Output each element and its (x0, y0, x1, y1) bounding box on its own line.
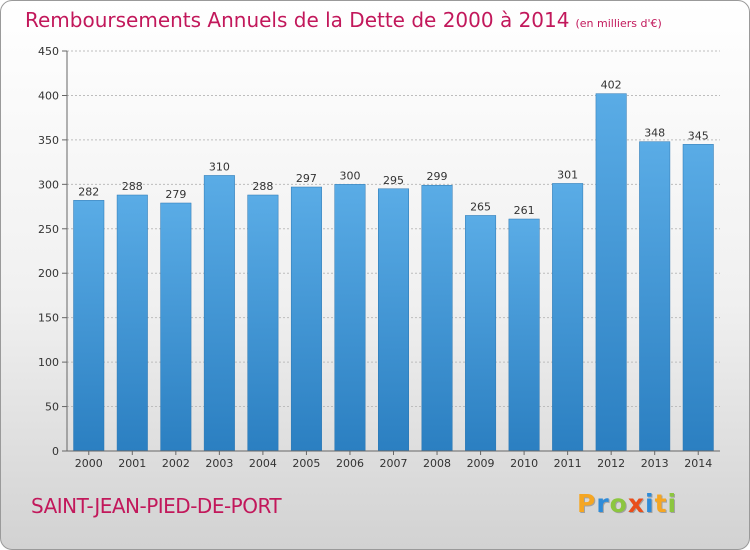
data-label-2003: 310 (209, 160, 230, 173)
y-tick-label: 250 (38, 223, 59, 236)
logo-letter: t (654, 489, 668, 518)
x-tick-label-2008: 2008 (423, 457, 451, 470)
y-tick-label: 200 (38, 267, 59, 280)
x-tick-label-2001: 2001 (118, 457, 146, 470)
x-tick-label-2004: 2004 (249, 457, 277, 470)
data-label-2014: 345 (688, 129, 709, 142)
x-tick-label-2002: 2002 (162, 457, 190, 470)
data-label-2008: 299 (427, 170, 448, 183)
data-label-2000: 282 (78, 185, 99, 198)
data-label-2013: 348 (644, 127, 665, 140)
data-label-2002: 279 (165, 188, 186, 201)
unit-note: (en milliers d'€) (575, 17, 662, 30)
y-tick-label: 50 (45, 401, 59, 414)
bar-2005 (290, 186, 322, 452)
bar-2006 (334, 184, 366, 452)
logo-letter: P (577, 489, 597, 518)
x-tick-label-2014: 2014 (684, 457, 712, 470)
x-tick-label-2010: 2010 (510, 457, 538, 470)
y-tick-label: 150 (38, 312, 59, 325)
x-tick-label-2005: 2005 (292, 457, 320, 470)
logo-letter: i (645, 489, 655, 518)
bar-2011 (552, 183, 584, 452)
x-tick-label-2006: 2006 (336, 457, 364, 470)
bar-2002 (160, 202, 192, 452)
commune-name: SAINT-JEAN-PIED-DE-PORT (31, 494, 282, 518)
data-label-2007: 295 (383, 174, 404, 187)
x-tick-label-2012: 2012 (597, 457, 625, 470)
y-tick-label: 300 (38, 178, 59, 191)
logo-letter: i (667, 489, 678, 518)
data-label-2010: 261 (514, 204, 535, 217)
chart-title-text: Remboursements Annuels de la Dette de 20… (25, 8, 570, 32)
data-label-2006: 300 (339, 169, 360, 182)
y-tick-label: 0 (52, 445, 59, 458)
bar-2008 (421, 184, 453, 452)
x-tick-label-2000: 2000 (75, 457, 103, 470)
data-label-2004: 288 (252, 180, 273, 193)
data-label-2001: 288 (122, 180, 143, 193)
logo-letter: o (609, 489, 628, 518)
x-tick-label-2013: 2013 (641, 457, 669, 470)
data-label-2005: 297 (296, 172, 317, 185)
logo-letter: x (627, 489, 645, 518)
bar-2000 (73, 200, 105, 452)
bar-2014 (682, 144, 714, 452)
bar-2001 (116, 194, 148, 452)
chart-title: Remboursements Annuels de la Dette de 20… (25, 8, 662, 32)
bar-2004 (247, 194, 279, 452)
y-tick-label: 100 (38, 356, 59, 369)
x-tick-label-2009: 2009 (467, 457, 495, 470)
bar-2007 (378, 188, 409, 452)
data-label-2009: 265 (470, 200, 491, 213)
data-label-2011: 301 (557, 168, 578, 181)
x-tick-label-2011: 2011 (554, 457, 582, 470)
bar-2009 (465, 215, 497, 452)
y-tick-label: 400 (38, 89, 59, 102)
bar-2010 (508, 218, 540, 452)
logo-letter: r (596, 489, 610, 518)
bar-2013 (639, 141, 671, 452)
y-tick-label: 350 (38, 134, 59, 147)
bar-2003 (203, 175, 235, 452)
x-tick-label-2007: 2007 (380, 457, 408, 470)
y-tick-label: 450 (38, 45, 59, 58)
x-tick-label-2003: 2003 (205, 457, 233, 470)
data-label-2012: 402 (601, 79, 622, 92)
bar-2012 (595, 93, 627, 452)
proxiti-logo: Proxiti (577, 489, 677, 518)
